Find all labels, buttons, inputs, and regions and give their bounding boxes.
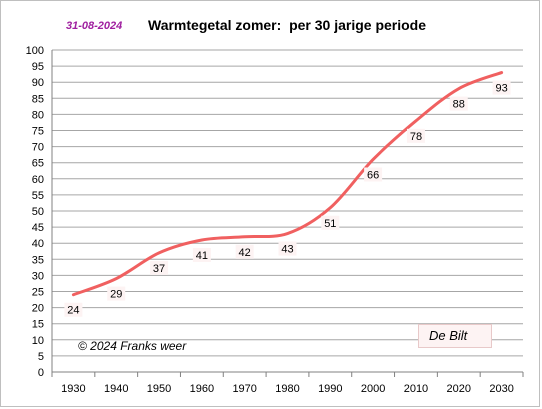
x-tick-label: 1980 [275, 383, 299, 395]
y-tick-label: 35 [32, 254, 44, 266]
data-label: 42 [239, 247, 251, 259]
x-tick-label: 1930 [61, 383, 85, 395]
data-label-box [235, 244, 254, 259]
chart-date: 31-08-2024 [66, 20, 123, 32]
x-tick-label: 1940 [104, 383, 128, 395]
data-label: 29 [110, 289, 122, 301]
data-label-box [278, 241, 297, 256]
y-tick-label: 60 [32, 174, 44, 186]
data-label: 78 [410, 131, 422, 143]
y-tick-label: 50 [32, 206, 44, 218]
x-tick-label: 1990 [318, 383, 342, 395]
y-tick-label: 55 [32, 190, 44, 202]
y-tick-label: 85 [32, 93, 44, 105]
y-tick-label: 20 [32, 303, 44, 315]
x-tick-label: 1970 [232, 383, 256, 395]
y-tick-label: 100 [26, 45, 44, 57]
data-label: 66 [367, 169, 379, 181]
y-tick-label: 15 [32, 319, 44, 331]
y-tick-label: 0 [38, 367, 44, 379]
station-label: De Bilt [418, 324, 492, 348]
y-tick-label: 75 [32, 126, 44, 138]
y-tick-label: 30 [32, 270, 44, 282]
data-label: 93 [495, 83, 507, 95]
chart-title: Warmtegetal zomer: per 30 jarige periode [148, 17, 427, 33]
data-label-box [449, 96, 468, 111]
data-label: 41 [196, 250, 208, 262]
data-label-box [64, 302, 83, 317]
data-label: 24 [67, 305, 79, 317]
y-tick-label: 70 [32, 142, 44, 154]
y-tick-label: 10 [32, 335, 44, 347]
data-label-box [321, 215, 340, 230]
x-tick-label: 1950 [147, 383, 171, 395]
data-label-box [364, 167, 383, 182]
data-label-box [406, 128, 425, 143]
data-label-box [192, 247, 211, 262]
series-line [71, 71, 504, 297]
y-tick-label: 90 [32, 77, 44, 89]
x-tick-label: 1960 [190, 383, 214, 395]
y-tick-label: 45 [32, 222, 44, 234]
y-tick-label: 5 [38, 351, 44, 363]
x-tick-label: 2010 [404, 383, 428, 395]
data-label: 51 [324, 218, 336, 230]
y-tick-label: 80 [32, 109, 44, 121]
data-label-box [492, 80, 511, 95]
y-tick-label: 65 [32, 158, 44, 170]
data-label: 37 [153, 263, 165, 275]
data-label-box [107, 286, 126, 301]
y-tick-label: 40 [32, 238, 44, 250]
data-label-box [150, 260, 169, 275]
y-tick-label: 25 [32, 287, 44, 299]
y-tick-label: 95 [32, 61, 44, 73]
x-tick-label: 2000 [361, 383, 385, 395]
x-tick-label: 2030 [489, 383, 513, 395]
data-label: 43 [281, 244, 293, 256]
x-tick-label: 2020 [447, 383, 471, 395]
copyright-note: © 2024 Franks weer [78, 339, 187, 353]
data-label: 88 [453, 99, 465, 111]
